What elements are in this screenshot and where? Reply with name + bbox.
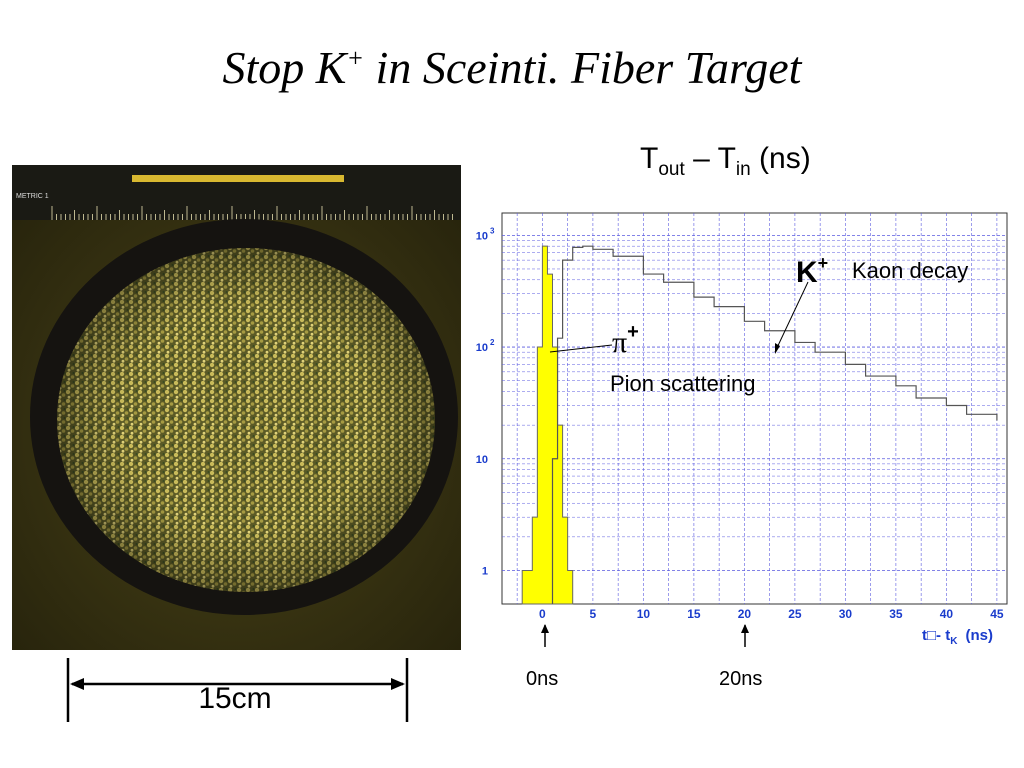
kaon-pointer-line — [774, 281, 809, 353]
title-rest: in Sceinti. Fiber Target — [364, 42, 802, 93]
x-tick-label: 45 — [990, 607, 1004, 621]
kaon-label: Kaon decay — [852, 258, 968, 283]
plot-title-dash: – T — [684, 142, 736, 175]
y-tick-label: 1 — [482, 565, 488, 577]
series-layer — [521, 245, 998, 605]
marker-0ns-head — [541, 624, 549, 633]
x-tick-label: 10 — [637, 607, 651, 621]
pion-symbol: π+ — [612, 321, 639, 359]
plot-title-unit: (ns) — [750, 142, 811, 175]
ruler — [12, 165, 461, 220]
scale-bar — [66, 658, 409, 722]
marker-20ns-label: 20ns — [719, 668, 763, 690]
fiber-target-photo: METRIC 1 — [12, 165, 461, 650]
marker-20ns-head — [741, 624, 749, 633]
plot-title-t: T — [640, 142, 659, 175]
plot-title: Tout – Tin (ns) — [640, 142, 811, 181]
x-axis-label: t□- tK (ns) — [922, 627, 993, 647]
pion-pointer-line — [549, 344, 613, 353]
y-tick-exponent: 3 — [490, 226, 495, 235]
y-tick-label: 10 — [476, 342, 488, 354]
scale-label: 15cm — [198, 682, 272, 715]
y-tick-label: 10 — [476, 454, 488, 466]
x-tick-label: 35 — [889, 607, 903, 621]
fiber-shade — [57, 248, 435, 592]
x-tick-label: 25 — [788, 607, 802, 621]
kaon-pointer-arrow — [775, 343, 780, 354]
kaon-symbol: K+ — [796, 253, 828, 289]
plot-title-out: out — [658, 159, 685, 180]
ruler-bar — [132, 175, 344, 182]
plot-title-in: in — [735, 159, 751, 180]
y-tick-label: 10 — [476, 230, 488, 242]
title-sup: + — [346, 43, 365, 73]
series-0-fill — [521, 245, 574, 605]
marker-0ns-label: 0ns — [526, 668, 559, 690]
title-main: Stop K — [222, 42, 347, 93]
grid-layer — [502, 213, 1007, 604]
slide-title: Stop K+ in Sceinti. Fiber Target — [0, 38, 1024, 98]
x-tick-label: 30 — [839, 607, 853, 621]
pion-label: Pion scattering — [610, 371, 756, 396]
scale-bar-left-arrow — [70, 678, 84, 690]
x-tick-label: 5 — [590, 607, 597, 621]
ruler-ticks — [51, 206, 453, 220]
series-1-line — [551, 245, 998, 604]
x-tick-label: 15 — [687, 607, 701, 621]
ruler-label: METRIC 1 — [16, 193, 49, 200]
x-tick-label: 20 — [738, 607, 752, 621]
scale-bar-right-arrow — [391, 678, 405, 690]
x-tick-label: 0 — [539, 607, 546, 621]
x-tick-label: 40 — [940, 607, 954, 621]
y-tick-exponent: 2 — [490, 338, 495, 347]
fiber-target-photo-svg: METRIC 1 — [12, 165, 461, 650]
plot-frame — [501, 212, 1008, 605]
